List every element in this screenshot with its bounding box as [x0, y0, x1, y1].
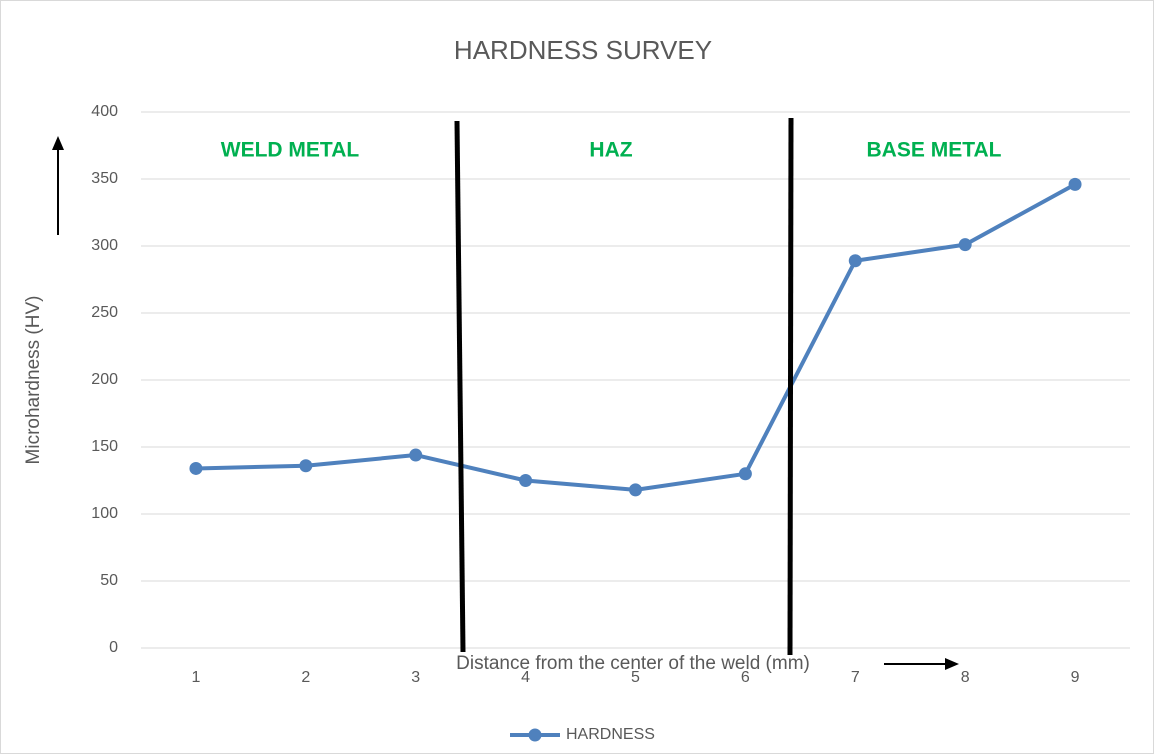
arrow-head — [52, 136, 64, 150]
marker — [299, 459, 313, 473]
x-tick-label: 2 — [301, 669, 310, 686]
legend-label: HARDNESS — [566, 726, 655, 743]
plot — [189, 177, 1082, 497]
y-tick-label: 150 — [91, 438, 118, 455]
y-tick-label: 350 — [91, 170, 118, 187]
annotation: WELD METAL — [221, 139, 360, 162]
y-tick-label: 300 — [91, 237, 118, 254]
x-tick-label: 4 — [521, 669, 530, 686]
marker — [738, 467, 752, 481]
x-tick-label: 6 — [741, 669, 750, 686]
marker — [629, 483, 642, 497]
marker — [519, 474, 533, 487]
annotation: BASE METAL — [867, 139, 1002, 162]
x-tick-label: 5 — [631, 669, 640, 686]
x-tick-label: 3 — [411, 669, 420, 686]
y-tick-label: 400 — [91, 103, 118, 120]
annotation: HAZ — [589, 139, 632, 162]
marker — [848, 254, 862, 268]
y-tick-label: 250 — [91, 304, 118, 321]
divider — [454, 120, 466, 653]
marker — [189, 461, 203, 475]
arrow-head — [945, 658, 959, 670]
legend-marker — [528, 728, 542, 742]
marker — [409, 448, 423, 462]
grid: 0 50 100 150 200 250 300 350 400 1 2 3 4 5 6 7 8 9 — [91, 103, 1130, 686]
x-tick-label: 1 — [191, 669, 200, 686]
chart-title: HARDNESS SURVEY — [454, 35, 712, 65]
marker — [1068, 177, 1082, 191]
x-tick-label: 8 — [961, 669, 970, 686]
x-tick-label: 7 — [851, 669, 860, 686]
x-tick-label: 9 — [1071, 669, 1080, 686]
marker — [958, 238, 972, 252]
y-tick-label: 200 — [91, 371, 118, 388]
y-tick-label: 50 — [100, 572, 118, 589]
y-axis-title: Microhardness (HV) — [23, 296, 44, 465]
y-tick-label: 100 — [91, 505, 118, 522]
x-axis-title: Distance from the center of the weld (mm… — [456, 653, 810, 674]
divider — [787, 117, 794, 656]
y-tick-label: 0 — [109, 639, 118, 656]
